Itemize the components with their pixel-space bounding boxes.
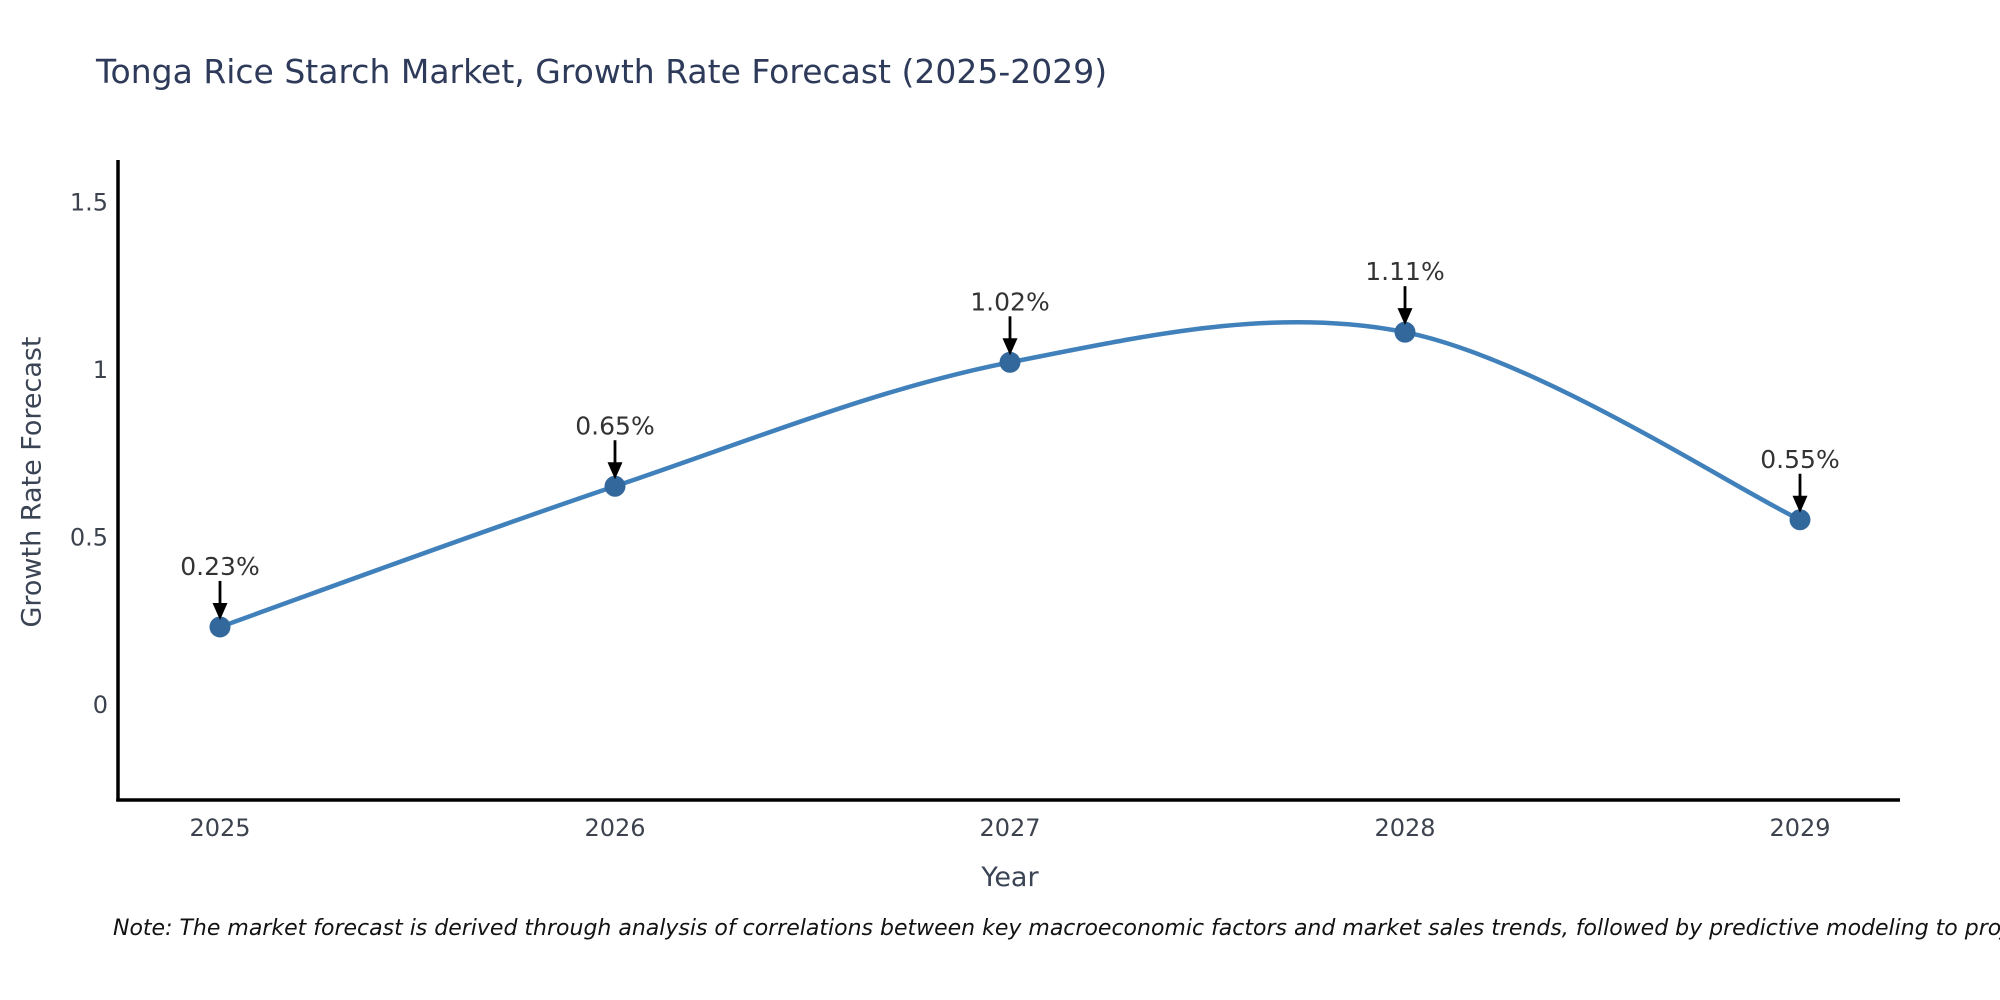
y-tick-label: 1.5 [70, 189, 108, 217]
data-point-marker-2029 [1789, 509, 1811, 531]
x-tick-label: 2026 [584, 814, 645, 842]
data-point-label-2027: 1.02% [970, 287, 1049, 316]
x-tick-label: 2025 [189, 814, 250, 842]
y-tick-label: 1 [93, 356, 108, 384]
data-point-marker-2025 [209, 616, 231, 638]
annotation-arrowhead-icon [1397, 308, 1413, 326]
annotation-arrowhead-icon [212, 602, 228, 620]
annotation-arrowhead-icon [1002, 338, 1018, 356]
data-point-label-2026: 0.65% [575, 411, 654, 440]
data-point-marker-2027 [999, 351, 1021, 373]
annotation-arrowhead-icon [1792, 495, 1808, 513]
chart-title: Tonga Rice Starch Market, Growth Rate Fo… [96, 52, 1108, 91]
x-tick-label: 2027 [979, 814, 1040, 842]
data-point-label-2025: 0.23% [180, 552, 259, 581]
x-tick-label: 2028 [1374, 814, 1435, 842]
forecast-methodology-note: Note: The market forecast is derived thr… [113, 916, 2000, 941]
data-point-label-2029: 0.55% [1760, 445, 1839, 474]
x-tick-label: 2029 [1769, 814, 1830, 842]
x-axis-title: Year [981, 862, 1039, 893]
y-tick-label: 0.5 [70, 524, 108, 552]
data-point-marker-2028 [1394, 321, 1416, 343]
data-point-label-2028: 1.11% [1365, 257, 1444, 286]
data-point-marker-2026 [604, 475, 626, 497]
y-tick-label: 0 [93, 691, 108, 719]
annotation-arrowhead-icon [607, 462, 623, 480]
